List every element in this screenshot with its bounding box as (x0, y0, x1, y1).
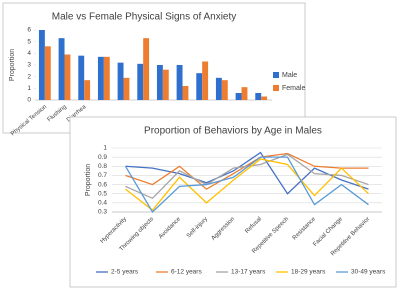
chart-frame (2, 2, 306, 134)
y-tick-label: 0.5 (98, 190, 107, 197)
bar (215, 77, 222, 100)
bar (117, 62, 124, 100)
bar (78, 55, 85, 100)
legend-label: 13-17 years (231, 269, 266, 276)
y-tick-label: 0.9 (98, 154, 107, 161)
bar (182, 86, 189, 100)
legend-swatch (273, 72, 279, 78)
legend-label: 30-49 years (351, 269, 386, 276)
y-tick-label: 3 (27, 62, 31, 69)
chart-title: Male vs Female Physical Signs of Anxiety (52, 12, 237, 23)
legend-label: 2-5 years (111, 269, 139, 276)
chart-frame (69, 116, 397, 288)
bar (156, 65, 163, 100)
y-tick-label: 4 (27, 50, 31, 57)
bar (261, 96, 268, 100)
y-tick-label: 2 (27, 73, 31, 80)
y-tick-label: 0.8 (98, 163, 107, 170)
series-line (125, 158, 369, 212)
series-line (125, 152, 369, 190)
y-axis-title: Proportion (85, 164, 92, 196)
series-line (124, 156, 369, 214)
chart: Male vs Female Physical Signs of Anxiety… (2, 2, 306, 137)
legend-label: Female (282, 85, 305, 92)
bar (196, 73, 203, 100)
bar (58, 38, 65, 100)
bar (123, 77, 130, 100)
y-tick-label: 0 (27, 97, 31, 104)
bar (64, 54, 71, 100)
y-tick-label: 5 (27, 38, 31, 45)
y-axis-title: Proportion (9, 49, 16, 81)
bar (44, 46, 51, 100)
y-tick-label: 0.4 (98, 200, 107, 207)
legend-label: Male (282, 72, 297, 79)
y-tick-label: 6 (27, 27, 31, 34)
bar (38, 30, 45, 100)
bar (176, 65, 183, 100)
legend-label: 18-29 years (291, 269, 326, 276)
bar (241, 87, 248, 100)
legend-label: 6-12 years (171, 269, 202, 276)
bar (255, 93, 262, 100)
y-tick-label: 1 (103, 145, 107, 152)
y-tick-label: 0.3 (98, 209, 107, 216)
legend-swatch (273, 85, 279, 91)
bar (162, 69, 169, 100)
chart-title: Proportion of Behaviors by Age in Males (144, 126, 322, 137)
bar (221, 80, 228, 100)
series-line (125, 153, 369, 200)
bar (103, 56, 110, 100)
bar (97, 56, 104, 100)
y-tick-label: 1 (27, 85, 31, 92)
bar (143, 38, 150, 100)
bar (137, 63, 144, 100)
chart: Proportion of Behaviors by Age in Males P… (69, 116, 397, 288)
y-tick-label: 0.7 (98, 172, 107, 179)
y-tick-label: 0.6 (98, 181, 107, 188)
bar (84, 80, 91, 100)
bar (202, 61, 209, 100)
bar (235, 93, 242, 100)
